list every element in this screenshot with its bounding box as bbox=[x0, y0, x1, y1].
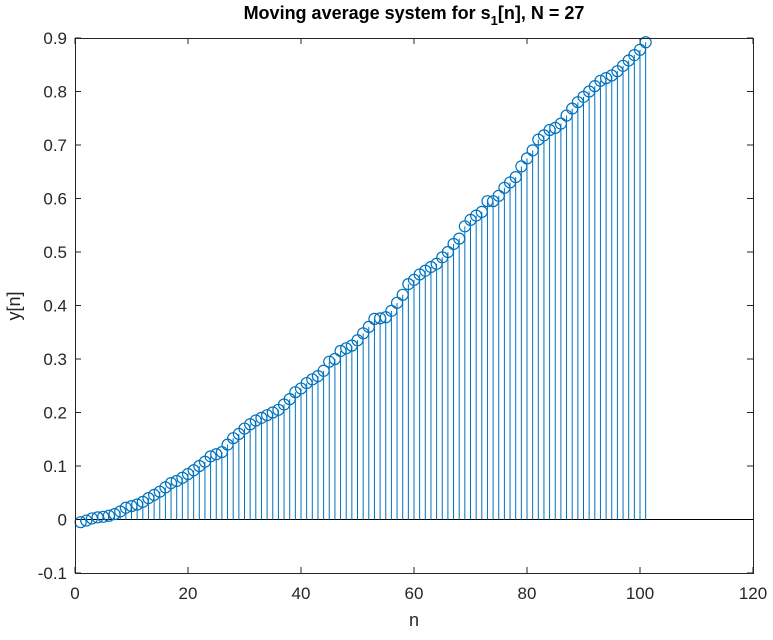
stem-marker bbox=[453, 232, 466, 245]
chart-title-suffix: [n], N = 27 bbox=[498, 3, 585, 23]
stem-marker bbox=[317, 364, 330, 377]
axes-box bbox=[75, 38, 754, 574]
stem-marker bbox=[323, 355, 336, 368]
stem-marker bbox=[164, 477, 178, 490]
x-tick-label: 80 bbox=[518, 584, 537, 603]
y-tick-label: 0.6 bbox=[43, 190, 67, 209]
y-axis-label: y[n] bbox=[4, 291, 24, 320]
y-tick-label: 0.2 bbox=[43, 404, 67, 423]
x-tick-label: 120 bbox=[739, 584, 767, 603]
stem-marker bbox=[102, 509, 116, 522]
y-tick-label: 0.3 bbox=[43, 350, 67, 369]
y-tick-label: 0.9 bbox=[43, 29, 67, 48]
chart-title: Moving average system for s1[n], N = 27 bbox=[244, 3, 585, 28]
stem-marker bbox=[131, 498, 144, 511]
stem-marker bbox=[594, 74, 607, 87]
x-tick-label: 20 bbox=[179, 584, 198, 603]
stem-marker bbox=[334, 344, 347, 358]
x-tick-label: 100 bbox=[626, 584, 654, 603]
stem-marker bbox=[255, 411, 268, 424]
stem-marker bbox=[509, 171, 522, 184]
x-tick-label: 0 bbox=[70, 584, 79, 603]
stem-marker bbox=[520, 152, 534, 165]
stem-marker bbox=[249, 414, 262, 427]
y-tick-label: 0.7 bbox=[43, 136, 67, 155]
x-axis-label: n bbox=[409, 610, 419, 630]
y-tick-label: -0.1 bbox=[38, 564, 67, 583]
x-tick-label: 40 bbox=[292, 584, 311, 603]
stem-marker bbox=[374, 312, 387, 325]
stem-marker bbox=[475, 205, 488, 218]
stem-marker bbox=[515, 160, 528, 173]
stem-marker bbox=[554, 117, 568, 130]
stem-marker bbox=[266, 406, 279, 419]
y-tick-label: 0.4 bbox=[43, 297, 67, 316]
stem-marker bbox=[125, 500, 138, 513]
y-tick-label: 0.1 bbox=[43, 457, 67, 476]
stem-marker bbox=[210, 448, 223, 461]
y-tick-label: 0.5 bbox=[43, 243, 67, 262]
x-tick-label: 60 bbox=[405, 584, 424, 603]
stem-marker bbox=[385, 304, 398, 317]
stem-marker bbox=[119, 501, 132, 514]
y-tick-label: 0 bbox=[58, 511, 67, 530]
stem-marker bbox=[599, 72, 613, 85]
stem-marker bbox=[340, 342, 353, 355]
chart-title-subscript: 1 bbox=[491, 13, 498, 28]
stem-marker bbox=[492, 189, 505, 202]
y-tick-labels: -0.1 0 0.1 0.2 0.3 0.4 0.5 0.6 0.7 0.8 0.9 bbox=[38, 29, 67, 583]
stem-marker bbox=[108, 508, 121, 521]
stem-marker bbox=[396, 288, 409, 301]
stem-marker bbox=[362, 320, 375, 333]
stem-marker bbox=[204, 450, 217, 463]
stem-marker bbox=[639, 36, 652, 49]
y-tick-label: 0.8 bbox=[43, 83, 67, 102]
stem-lines bbox=[80, 42, 647, 523]
stem-marker bbox=[328, 352, 341, 366]
stem-marker bbox=[261, 409, 274, 422]
stem-marker bbox=[441, 245, 454, 259]
stem-marker bbox=[80, 514, 93, 527]
stem-marker bbox=[543, 123, 556, 137]
stem-marker bbox=[97, 510, 110, 523]
stem-marker bbox=[390, 296, 404, 309]
stem-marker bbox=[526, 144, 539, 157]
chart-title-main: Moving average system for s bbox=[244, 3, 491, 23]
stem-markers bbox=[74, 36, 652, 529]
stem-marker bbox=[481, 195, 494, 208]
x-tick-labels: 0 20 40 60 80 100 120 bbox=[70, 584, 767, 603]
